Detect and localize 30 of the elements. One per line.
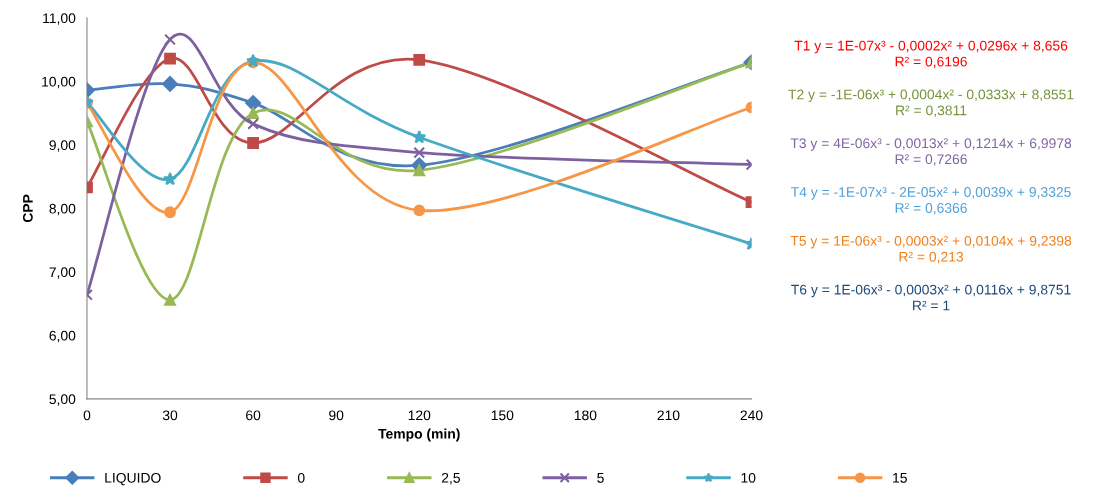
x-tick-label: 180 [574, 410, 597, 421]
x-tick-label: 90 [329, 410, 344, 421]
text: T6 y = 1E-06x³ - 0,0003x² + 0,0116x + 9,8751 R² = 1 [791, 284, 1071, 311]
legend-label: 5 [597, 473, 604, 483]
x-tick-label: 60 [246, 410, 261, 421]
y-axis-title: CPP [22, 194, 33, 223]
y-tick-label: 5,00 [49, 394, 76, 406]
y-tick-label: 7,00 [49, 267, 76, 279]
legend-label: 15 [893, 473, 907, 483]
x-tick-label: 240 [740, 410, 763, 421]
y-tick-label: 6,00 [49, 330, 76, 343]
x-tick-label: 0 [83, 410, 91, 421]
text: T3 y = 4E-06x³ - 0,0013x² + 0,1214x + 6,9978 R² = 0,7266 [790, 138, 1072, 166]
legend-label: 10 [741, 472, 756, 483]
legend-label: 2,5 [441, 472, 460, 485]
text: T2 y = -1E-06x³ + 0,0004x² - 0,0333x + 8,8551 R² = 0,3811 [788, 89, 1074, 117]
x-tick-label: 120 [408, 410, 431, 421]
x-tick-label: 30 [162, 410, 178, 421]
x-axis-title: Tempo (min) [378, 428, 460, 442]
y-tick-label: 10,00 [42, 76, 76, 89]
x-tick-label: 150 [491, 410, 514, 421]
y-tick-label: 9,00 [49, 140, 76, 152]
y-tick-label: 8,00 [49, 203, 76, 216]
y-tick-label: 11,00 [43, 13, 76, 25]
legend-label: LIQUIDO [105, 472, 161, 486]
legend-label: 0 [297, 472, 305, 483]
text: T4 y = -1E-07x³ - 2E-05x² + 0,0039x + 9,3325 R² = 0,6366 [791, 187, 1071, 215]
text: T1 y = 1E-07x³ - 0,0002x² + 0,0296x + 8,656 R² = 0,6196 [794, 40, 1068, 69]
text: T5 y = 1E-06x³ - 0,0003x² + 0,0104x + 9,2398 R² = 0,213 [790, 235, 1072, 264]
x-tick-label: 210 [657, 410, 680, 421]
